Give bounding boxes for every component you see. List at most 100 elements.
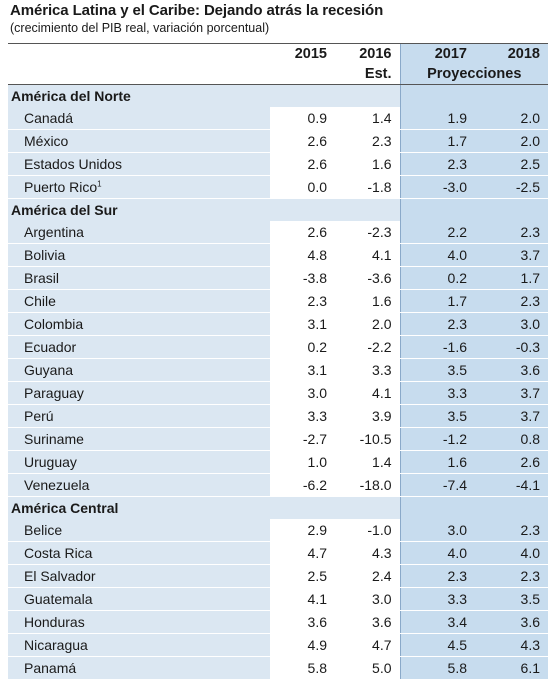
value-2015: -6.2 — [270, 473, 335, 497]
value-2015: 3.1 — [270, 312, 335, 336]
country-name: Paraguay — [24, 385, 84, 401]
value-2016: 2.4 — [335, 564, 400, 588]
header-blank-cell — [8, 43, 270, 64]
value-2018: 2.3 — [475, 289, 548, 313]
table-row: Bolivia 4.8 4.1 4.0 3.7 — [8, 243, 548, 267]
estimate-label: Est. — [335, 64, 400, 85]
value-2016: 1.4 — [335, 450, 400, 474]
value-2017: -7.4 — [399, 473, 475, 497]
header-row-years: 2015 2016 2017 2018 — [8, 43, 548, 64]
country-name: Argentina — [24, 224, 84, 240]
region-name: América del Norte — [8, 84, 270, 107]
value-2018: 2.0 — [475, 107, 548, 130]
header-year-2016: 2016 — [335, 43, 400, 64]
value-2018: 2.6 — [475, 450, 548, 474]
table-row: Belice 2.9 -1.0 3.0 2.3 — [8, 519, 548, 542]
value-2016: -3.6 — [335, 266, 400, 290]
country-name: El Salvador — [24, 568, 96, 584]
header-year-2018: 2018 — [475, 43, 548, 64]
country-name: Panamá — [24, 660, 77, 676]
value-2016: 3.9 — [335, 404, 400, 428]
value-2016: 4.7 — [335, 633, 400, 657]
value-2018: 2.3 — [475, 221, 548, 244]
country-name-cell: Perú — [8, 404, 270, 428]
value-2017: -3.0 — [399, 175, 475, 199]
table-row: Honduras 3.6 3.6 3.4 3.6 — [8, 610, 548, 634]
value-2017: 1.6 — [399, 450, 475, 474]
region-header-blank — [335, 84, 400, 107]
value-2017: 1.7 — [399, 129, 475, 153]
value-2015: 0.9 — [270, 107, 335, 130]
value-2016: 4.3 — [335, 541, 400, 565]
region-header-blank — [399, 496, 475, 519]
value-2015: 2.6 — [270, 221, 335, 244]
country-name-cell: México — [8, 129, 270, 153]
table-row: Colombia 3.1 2.0 2.3 3.0 — [8, 312, 548, 336]
value-2018: 2.3 — [475, 564, 548, 588]
region-header-blank — [475, 496, 548, 519]
country-name: Honduras — [24, 614, 85, 630]
value-2018: 2.3 — [475, 519, 548, 542]
value-2016: 4.1 — [335, 381, 400, 405]
value-2016: 2.0 — [335, 312, 400, 336]
country-name-cell: Ecuador — [8, 335, 270, 359]
value-2017: 3.3 — [399, 587, 475, 611]
value-2015: 2.3 — [270, 289, 335, 313]
table-row: Perú 3.3 3.9 3.5 3.7 — [8, 404, 548, 428]
country-name: Belice — [24, 522, 63, 538]
value-2017: 3.3 — [399, 381, 475, 405]
region-header-row: América del Norte — [8, 84, 548, 107]
table-row: Nicaragua 4.9 4.7 4.5 4.3 — [8, 633, 548, 657]
value-2015: 4.9 — [270, 633, 335, 657]
table-body: América del Norte Canadá 0.9 1.4 1.9 2.0 Méxic… — [8, 84, 548, 680]
value-2017: -1.2 — [399, 427, 475, 451]
value-2015: 3.6 — [270, 610, 335, 634]
value-2018: 3.7 — [475, 243, 548, 267]
value-2015: 2.5 — [270, 564, 335, 588]
value-2017: 0.2 — [399, 266, 475, 290]
country-name: Canadá — [24, 110, 74, 126]
value-2017: 3.5 — [399, 404, 475, 428]
value-2017: 2.3 — [399, 312, 475, 336]
country-name-cell: Puerto Rico1 — [8, 175, 270, 199]
country-name: Venezuela — [24, 477, 90, 493]
table-row: Estados Unidos 2.6 1.6 2.3 2.5 — [8, 152, 548, 176]
gdp-growth-table: 2015 2016 2017 2018 Est. Proyecciones Am… — [8, 43, 548, 680]
value-2017: 1.7 — [399, 289, 475, 313]
header-year-2017: 2017 — [399, 43, 475, 64]
value-2016: 1.4 — [335, 107, 400, 130]
region-header-blank — [270, 198, 335, 221]
country-name: Guatemala — [24, 591, 93, 607]
value-2015: 2.6 — [270, 152, 335, 176]
value-2016: 4.1 — [335, 243, 400, 267]
value-2016: 2.3 — [335, 129, 400, 153]
value-2016: 3.6 — [335, 610, 400, 634]
country-name-cell: Venezuela — [8, 473, 270, 497]
table-subtitle: (crecimiento del PIB real, variación por… — [10, 21, 270, 35]
value-2017: 3.5 — [399, 358, 475, 382]
value-2015: 3.3 — [270, 404, 335, 428]
table-title: América Latina y el Caribe: Dejando atrá… — [10, 2, 384, 19]
header-row-labels: Est. Proyecciones — [8, 64, 548, 85]
value-2015: 0.0 — [270, 175, 335, 199]
value-2018: 4.0 — [475, 541, 548, 565]
value-2018: 3.6 — [475, 358, 548, 382]
header-year-2015: 2015 — [270, 43, 335, 64]
region-header-row: América Central — [8, 496, 548, 519]
country-name: Brasil — [24, 270, 60, 286]
value-2016: 5.0 — [335, 656, 400, 680]
value-2018: 3.5 — [475, 587, 548, 611]
country-name-cell: Guyana — [8, 358, 270, 382]
value-2018: 3.7 — [475, 404, 548, 428]
country-name-cell: Belice — [8, 519, 270, 542]
value-2018: 3.0 — [475, 312, 548, 336]
value-2017: 4.5 — [399, 633, 475, 657]
value-2017: 2.3 — [399, 564, 475, 588]
table-row: Suriname -2.7 -10.5 -1.2 0.8 — [8, 427, 548, 451]
value-2015: 5.8 — [270, 656, 335, 680]
region-header-blank — [335, 496, 400, 519]
country-name-cell: Bolivia — [8, 243, 270, 267]
country-name-cell: Nicaragua — [8, 633, 270, 657]
country-name-cell: Argentina — [8, 221, 270, 244]
